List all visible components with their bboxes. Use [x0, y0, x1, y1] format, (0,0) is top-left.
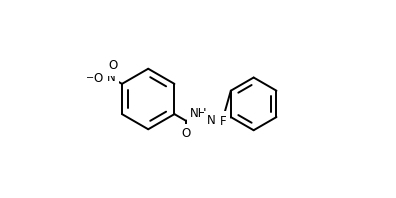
Text: O: O	[182, 127, 191, 140]
Text: F: F	[220, 115, 227, 128]
Text: −: −	[86, 73, 94, 83]
Text: +: +	[114, 66, 121, 75]
Text: N: N	[107, 71, 115, 84]
Text: O: O	[94, 72, 103, 85]
Text: N: N	[207, 114, 216, 128]
Text: NH: NH	[190, 107, 208, 120]
Text: O: O	[109, 59, 118, 72]
